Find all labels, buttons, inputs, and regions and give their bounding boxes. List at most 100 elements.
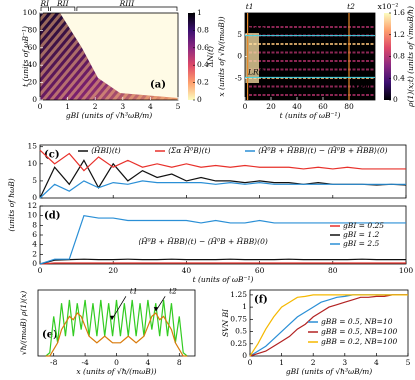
y-axis-label: (units of ħωB) [7,178,16,231]
x-tick-label: 0 [248,358,253,367]
colorbar-multiplier: x10⁻² [378,2,399,11]
legend-label: gBI = 2.5 [343,239,379,248]
y-tick-label: 10 [27,159,37,168]
series-line [45,312,188,357]
heatmap-texture [40,13,178,100]
y-tick-label: 0.5 [235,327,247,336]
y-axis-label: x (units of √ħ/(mωB)) [217,16,226,96]
x-tick-label: 1 [65,102,70,111]
y-tick-label: 0 [32,259,37,268]
x-tick-label: 80 [328,266,338,275]
region-label: RIII [119,0,136,8]
legend-label: gBB = 0.2, NB=100 [321,337,397,346]
legend-label: ⟨ĤBI⟩(t) [91,146,121,155]
x-tick-label: 1 [279,358,284,367]
y-tick-label: 2 [32,249,37,258]
colorbar-tick-label: 0.2 [197,78,209,87]
y-tick-label: 20 [27,78,37,87]
x-axis-label: t (units of ωB⁻¹) [280,111,341,120]
colorbar-label: ρ(1)(x;t) (units of √mωB/ħ) [406,6,415,108]
panel-label: (f) [254,295,268,306]
y-tick-label: 6 [32,230,37,239]
y-tick-label: -5 [235,73,243,82]
x-tick-label: 3 [120,102,125,111]
x-tick-label: 40 [292,102,302,111]
x-tick-label: 0 [38,266,43,275]
series-line [249,294,408,357]
x-tick-label: 5 [176,102,181,111]
colorbar-tick-label: 0.8 [197,25,209,34]
colorbar-tick-label: 1.2 [393,30,405,39]
x-tick-label: 8 [177,358,182,367]
heatmap-burst [245,33,259,83]
region-label: RI [40,0,51,8]
region-bracket [50,6,76,11]
series-line [39,214,406,265]
colorbar-tick-label: 0.8 [393,52,405,61]
y-axis-label: √ħ/(mωB) ρ(1)(x) [19,291,28,355]
x-tick-label: 4 [148,102,153,111]
panel-label: (e) [42,330,58,341]
y-tick-label: 4 [32,240,37,249]
y-tick-label: 0 [242,351,247,360]
x-tick-label: -8 [50,358,58,367]
y-tick-label: 15 [27,142,37,151]
x-tick-label: 0 [38,102,43,111]
annotation-label: t2 [169,286,177,295]
x-axis-label: t (units of ωB⁻¹) [193,275,254,284]
panel-label: (a) [150,80,166,91]
x-tick-label: 4 [374,358,379,367]
annotation-label: t1 [130,286,138,295]
region-bracket [40,6,50,11]
colorbar-tick-label: 0.4 [197,60,209,69]
x-axis-label: gBI (units of √ħ³ωB/m) [286,367,372,376]
legend-label: gBB = 0.5, NB=10 [321,317,393,326]
position-label: RRP [247,26,265,35]
x-axis-label: gBI (units of √ħ³ωB/m) [66,111,152,120]
y-tick-label: 0.25 [230,339,247,348]
y-tick-label: 0 [237,52,242,61]
arrow-head [153,307,158,312]
x-tick-label: 40 [182,266,192,275]
series-line [45,299,188,357]
series-line [249,294,408,357]
panel-label: (b) [353,80,369,91]
legend-label: gBB = 0.5, NB=100 [321,327,397,336]
y-tick-label: 10 [27,211,37,220]
position-label: LRP [247,67,265,76]
annotation: ⟨Ĥ⁰B + ĤBB⟩(t) − ⟨Ĥ⁰B + ĤBB⟩(0) [138,237,268,246]
y-tick-label: 1.25 [230,290,247,299]
x-tick-label: 20 [108,266,118,275]
y-tick-label: 40 [27,60,37,69]
legend-label: ⟨Ĥ⁰B + ĤBB⟩(t) − ⟨Ĥ⁰B + ĤBB⟩(0) [258,146,388,155]
x-tick-label: 60 [318,102,328,111]
y-axis-label: SVN BI [221,308,230,337]
y-tick-label: 0 [32,193,37,202]
x-tick-label: 0 [114,358,119,367]
x-tick-label: 2 [93,102,98,111]
plot-frame [39,12,179,101]
legend-label: gBI = 0.25 [343,221,384,230]
x-tick-label: -4 [81,358,89,367]
time-marker-label: t2 [347,2,355,11]
y-tick-label: 8 [32,220,37,229]
y-tick-label: 12 [27,201,37,210]
series-line [39,149,406,172]
x-tick-label: 20 [266,102,276,111]
annotation-arrow [155,296,166,312]
panel-label: (c) [44,150,60,161]
annotation-arrow [111,296,127,320]
series-line [39,262,406,265]
colorbar [384,13,391,100]
y-tick-label: 100 [23,8,38,17]
x-axis-label: x (units of √ħ/(mωB)) [76,367,156,376]
colorbar-tick-label: 1 [197,8,202,17]
region-bracket [76,6,178,11]
x-tick-label: 80 [344,102,354,111]
y-tick-label: 5 [237,30,242,39]
x-tick-label: 5 [406,358,411,367]
y-tick-label: 1 [242,302,247,311]
x-tick-label: 100 [399,266,414,275]
x-tick-label: 0 [243,102,248,111]
